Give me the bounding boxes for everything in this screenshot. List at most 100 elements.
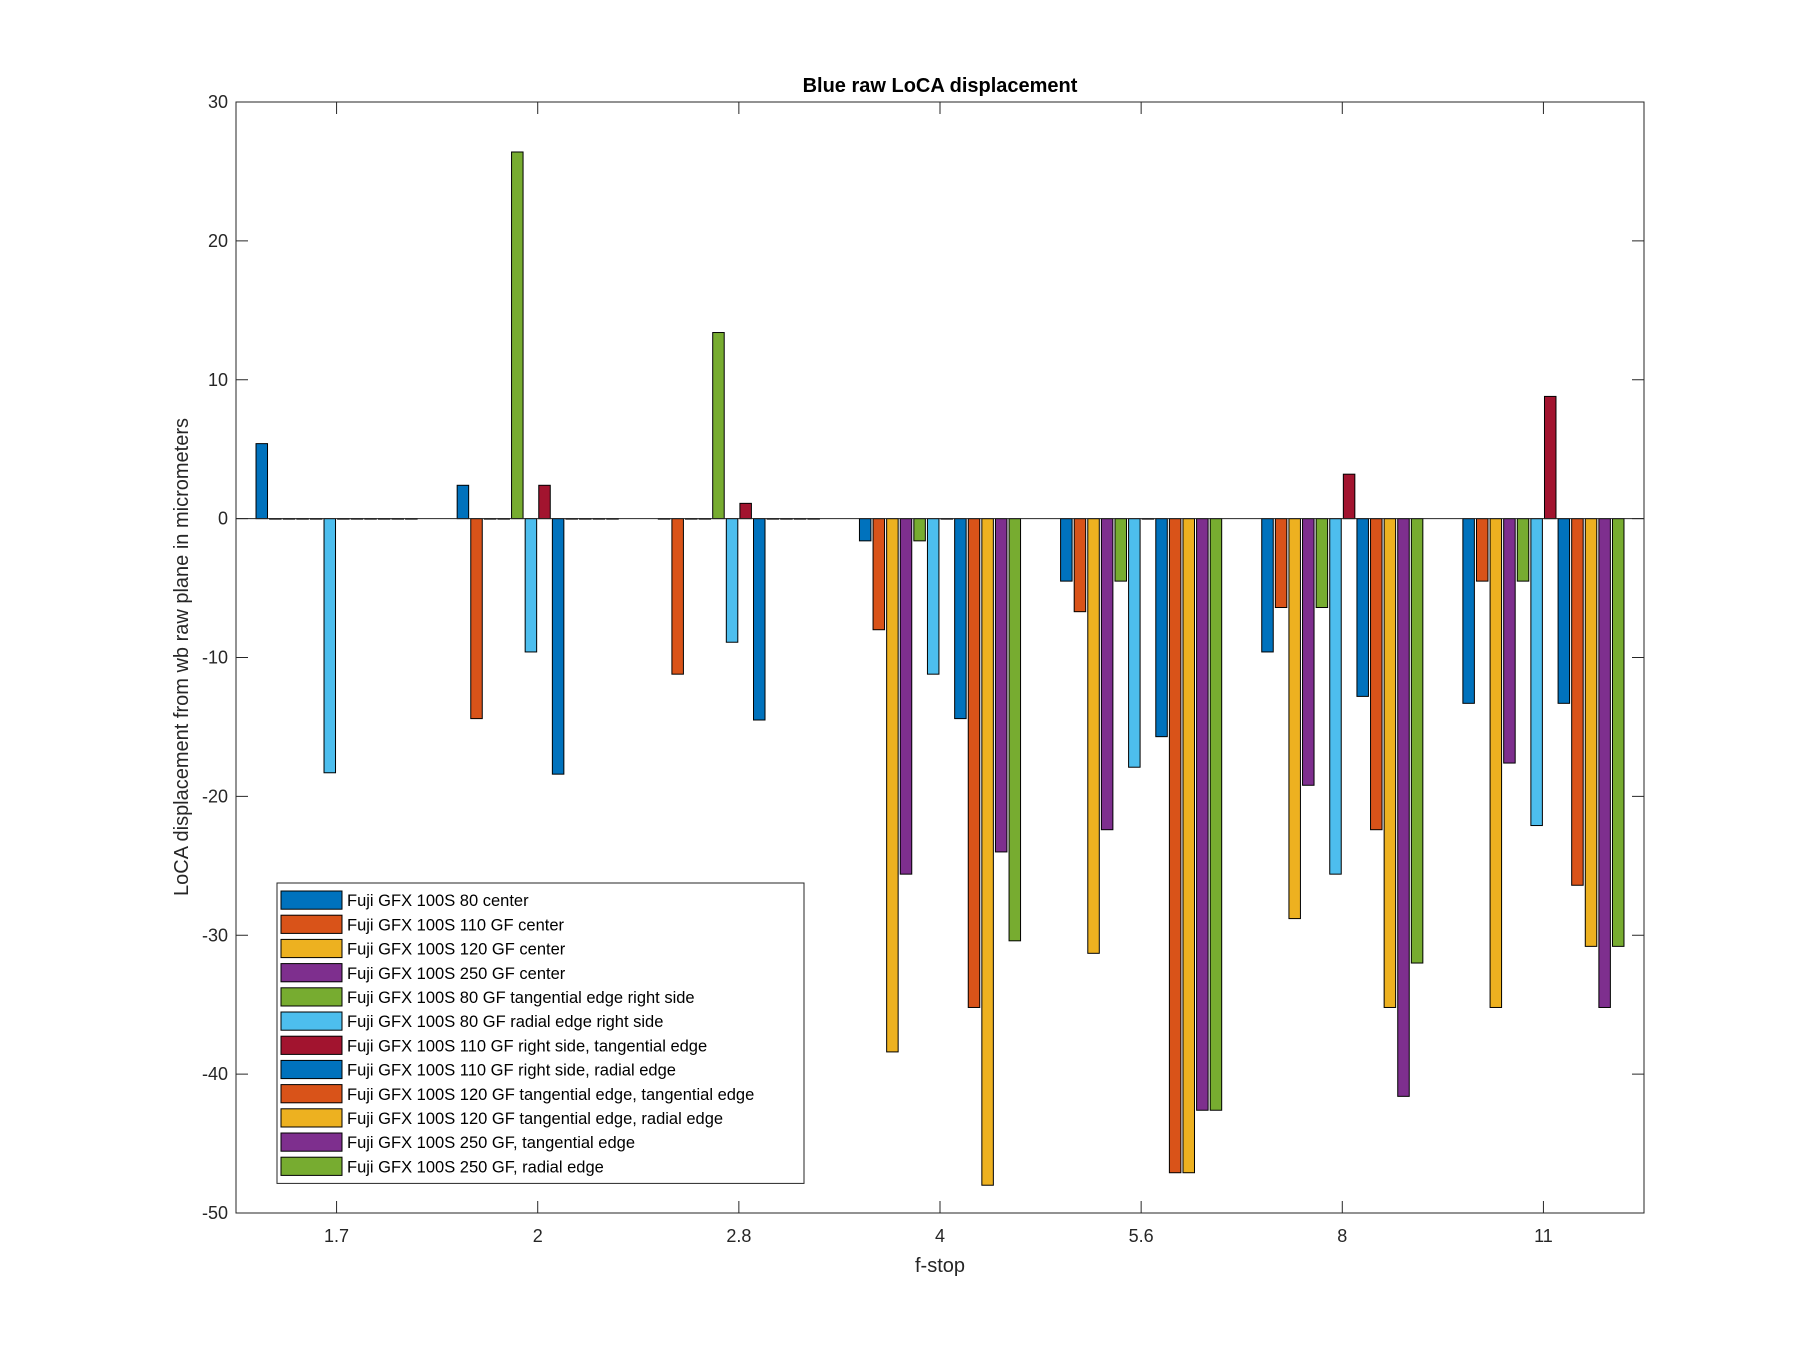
bar-s1-2 xyxy=(456,484,470,520)
legend-entry: Fuji GFX 100S 120 GF center xyxy=(347,941,566,959)
y-tick-label: -30 xyxy=(202,925,228,945)
legend-entry: Fuji GFX 100S 80 GF radial edge right si… xyxy=(347,1013,663,1031)
bar-s6-8 xyxy=(1329,518,1342,875)
bar-s5-5.6 xyxy=(1114,518,1127,582)
bar-s12-5.6 xyxy=(1209,518,1223,1111)
bar-s9-8 xyxy=(1370,518,1383,831)
bar-s4-5.6 xyxy=(1100,518,1114,831)
bar-s8-2.8 xyxy=(753,518,766,721)
bar-s3-11 xyxy=(1489,518,1503,1008)
legend-entry: Fuji GFX 100S 250 GF center xyxy=(347,965,566,983)
y-tick-label: -50 xyxy=(202,1203,228,1223)
bar-s6-4 xyxy=(926,518,940,675)
y-tick-label: 20 xyxy=(208,231,228,251)
bar-s1-1.7 xyxy=(255,443,269,520)
bar-s2-5.6 xyxy=(1073,518,1087,613)
bar-s10-5.6 xyxy=(1182,518,1195,1174)
bar-s2-2 xyxy=(470,518,483,720)
bar-s7-8 xyxy=(1342,473,1356,520)
x-tick-label: 2 xyxy=(533,1226,543,1246)
bar-s11-4 xyxy=(994,518,1008,853)
legend-swatch xyxy=(280,1084,343,1104)
legend-swatch xyxy=(280,987,343,1007)
legend-swatch xyxy=(280,1132,343,1152)
x-tick-label: 8 xyxy=(1337,1226,1347,1246)
bar-s2-11 xyxy=(1475,518,1489,582)
bar-s8-4 xyxy=(954,518,967,720)
bar-s7-2.8 xyxy=(739,502,752,520)
bar-s5-11 xyxy=(1516,518,1530,582)
y-axis-label: LoCA displacement from wb raw plane in m… xyxy=(171,418,193,896)
legend-entry: Fuji GFX 100S 120 GF tangential edge, ta… xyxy=(347,1086,754,1104)
bar-s12-4 xyxy=(1008,518,1022,942)
bar-s6-2.8 xyxy=(725,518,739,643)
legend-swatch xyxy=(280,914,343,934)
legend-entry: Fuji GFX 100S 80 center xyxy=(347,892,529,910)
bar-s6-2 xyxy=(524,518,538,653)
bar-s9-4 xyxy=(967,518,981,1008)
bar-s9-11 xyxy=(1571,518,1584,886)
x-tick-label: 5.6 xyxy=(1129,1226,1154,1246)
bar-s5-4 xyxy=(913,518,926,542)
bar-s10-4 xyxy=(981,518,994,1186)
bar-s8-2 xyxy=(551,518,565,775)
legend-entry: Fuji GFX 100S 110 GF center xyxy=(347,916,565,934)
legend-swatch xyxy=(280,1156,343,1176)
y-axis-ticks: 30 20 10 0 -10 -20 -30 -40 -50 xyxy=(202,92,1644,1223)
legend-swatch xyxy=(280,963,343,983)
legend-swatch xyxy=(280,1011,343,1031)
bar-s7-2 xyxy=(538,484,551,520)
y-tick-label: -10 xyxy=(202,648,228,668)
x-tick-label: 1.7 xyxy=(324,1226,349,1246)
x-axis-label: f-stop xyxy=(915,1255,965,1277)
bar-s6-1.7 xyxy=(323,518,337,774)
y-tick-label: -40 xyxy=(202,1064,228,1084)
bar-s11-5.6 xyxy=(1196,518,1209,1111)
legend-swatch xyxy=(280,1108,343,1128)
y-tick-label: 0 xyxy=(218,509,228,529)
bar-s4-4 xyxy=(899,518,913,875)
bar-s4-8 xyxy=(1302,518,1315,786)
chart-title: Blue raw LoCA displacement xyxy=(803,75,1078,97)
bar-s5-2.8 xyxy=(712,332,725,520)
bar-s7-11 xyxy=(1543,395,1557,520)
bar-s5-2 xyxy=(511,151,524,520)
bar-s12-8 xyxy=(1410,518,1424,964)
bar-s6-5.6 xyxy=(1128,518,1141,768)
bar-s3-4 xyxy=(886,518,899,1053)
y-tick-label: -20 xyxy=(202,786,228,806)
bar-s10-8 xyxy=(1383,518,1397,1008)
legend-entry: Fuji GFX 100S 110 GF right side, tangent… xyxy=(347,1037,707,1055)
legend-entry: Fuji GFX 100S 120 GF tangential edge, ra… xyxy=(347,1110,723,1128)
bar-s8-8 xyxy=(1356,518,1369,697)
bar-s11-11 xyxy=(1598,518,1611,1008)
legend-swatch xyxy=(280,1035,343,1055)
x-tick-label: 2.8 xyxy=(726,1226,751,1246)
bar-s8-11 xyxy=(1557,518,1571,704)
bar-s1-11 xyxy=(1462,518,1475,704)
bar-s2-8 xyxy=(1274,518,1288,609)
bar-s8-5.6 xyxy=(1155,518,1168,738)
bar-s1-4 xyxy=(858,518,872,542)
bar-s5-8 xyxy=(1315,518,1329,609)
legend-box xyxy=(276,882,805,1184)
x-tick-label: 4 xyxy=(935,1226,945,1246)
bar-s10-11 xyxy=(1584,518,1598,947)
bar-s4-11 xyxy=(1503,518,1516,764)
legend-entry: Fuji GFX 100S 250 GF, tangential edge xyxy=(347,1134,635,1152)
bar-s2-4 xyxy=(872,518,886,631)
bar-s12-11 xyxy=(1611,518,1625,947)
legend: Fuji GFX 100S 80 center Fuji GFX 100S 110… xyxy=(276,882,805,1184)
bar-s1-8 xyxy=(1261,518,1274,653)
bar-s3-5.6 xyxy=(1087,518,1100,954)
y-tick-label: 30 xyxy=(208,92,228,112)
bar-s1-5.6 xyxy=(1060,518,1073,582)
legend-swatch xyxy=(280,1059,343,1080)
bar-s2-2.8 xyxy=(671,518,684,675)
bar-s6-11 xyxy=(1530,518,1543,827)
bar-s11-8 xyxy=(1397,518,1410,1097)
x-tick-label: 11 xyxy=(1534,1226,1553,1246)
legend-entry: Fuji GFX 100S 110 GF right side, radial … xyxy=(347,1062,676,1080)
bar-s3-8 xyxy=(1288,518,1301,920)
